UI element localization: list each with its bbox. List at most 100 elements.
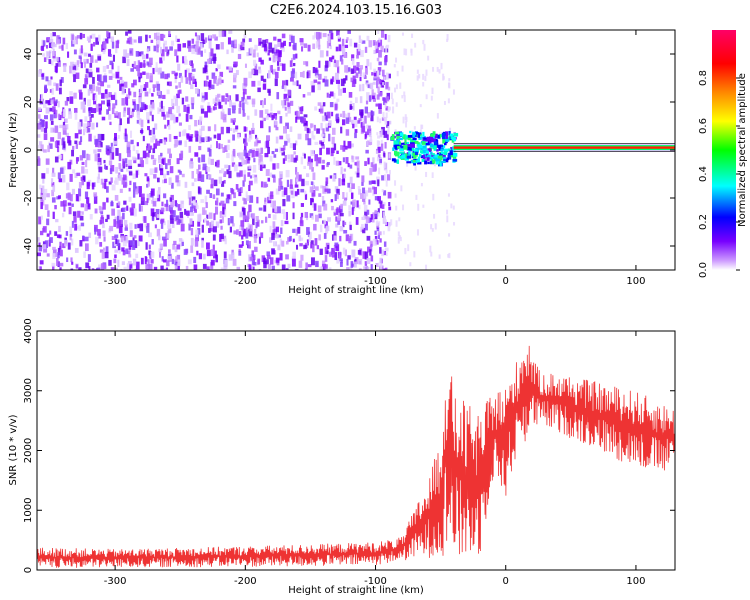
spectrogram-cell xyxy=(322,200,326,207)
spectrogram-cell xyxy=(223,179,226,184)
spectrogram-cell xyxy=(350,68,354,74)
spectrogram-cell xyxy=(277,244,281,251)
spectrogram-cell xyxy=(146,112,150,120)
spectrogram-cell xyxy=(351,80,356,88)
spectrogram-cell xyxy=(318,234,321,241)
spectrogram-cell xyxy=(76,172,81,177)
spectrogram-cell xyxy=(252,53,256,58)
spectrogram-cell xyxy=(135,261,140,270)
spectrogram-cell xyxy=(86,58,89,64)
spectrogram-cell xyxy=(127,149,131,158)
spectrogram-cell xyxy=(176,55,179,63)
spectrogram-cell xyxy=(124,224,128,228)
spectrogram-cell xyxy=(364,134,367,140)
spectrogram-cell xyxy=(377,40,380,48)
spectrogram-cell xyxy=(336,118,340,122)
spectrogram-cell xyxy=(302,70,305,78)
spectrogram-cell xyxy=(190,211,194,216)
colorbar-gradient xyxy=(712,30,736,270)
spectrogram-cell xyxy=(358,204,361,210)
spectrogram-cell xyxy=(306,227,310,235)
spectrogram-cell xyxy=(175,175,179,183)
spectrogram-cell xyxy=(387,34,391,43)
spectrogram-cell xyxy=(128,88,131,95)
spectrogram-cell xyxy=(139,107,143,112)
spectrogram-cell xyxy=(235,69,239,76)
spectrogram-cell xyxy=(362,198,366,202)
spectrogram-cell xyxy=(184,208,187,215)
spectrogram-cell xyxy=(200,108,205,114)
spectrogram-cell xyxy=(148,35,151,39)
spectrogram-cell xyxy=(321,266,325,270)
spectrogram-cell xyxy=(422,131,425,137)
spectrogram-cell xyxy=(146,176,150,182)
spectrogram-cell xyxy=(322,263,327,268)
spectrogram-cell xyxy=(448,131,451,136)
spectrogram-cell xyxy=(207,126,211,132)
spectrogram-cell xyxy=(221,95,225,102)
spectrogram-cell xyxy=(137,153,140,160)
spectrogram-cell xyxy=(85,243,89,252)
spectrogram-cell xyxy=(380,30,385,38)
chart-title: C2E6.2024.103.15.16.G03 xyxy=(270,3,442,18)
spectrogram-cell xyxy=(72,39,76,45)
spectrogram-cell xyxy=(221,79,224,84)
spectrogram-cell xyxy=(183,105,187,112)
spectrogram-cell xyxy=(226,95,230,101)
spectrogram-cell xyxy=(289,187,293,194)
spectrogram-cell xyxy=(47,36,50,41)
spectrogram-cell xyxy=(269,155,273,162)
spectrogram-cell xyxy=(210,224,214,232)
spectrogram-cell xyxy=(285,134,290,140)
spectrogram-cell xyxy=(325,60,329,68)
spectrogram-cell xyxy=(110,267,115,270)
spectrogram-cell xyxy=(345,39,348,43)
colorbar-label: Normalized spectral amplitude xyxy=(737,73,748,227)
spectrogram-cell xyxy=(417,161,422,165)
spectrogram-cell xyxy=(74,173,78,179)
spectrogram-cell xyxy=(61,174,66,183)
spectrogram-cell xyxy=(117,243,121,251)
spectrogram-cell xyxy=(353,42,358,48)
spectrogram-cell xyxy=(337,212,342,221)
spectrogram-cell xyxy=(318,32,322,39)
spectrogram-cell xyxy=(224,145,228,153)
spectrogram-cell xyxy=(177,169,181,173)
spectrogram-cell xyxy=(398,141,401,145)
spectrogram-cell xyxy=(395,84,398,90)
spectrogram-cell xyxy=(382,211,385,218)
spectrogram-cell xyxy=(112,103,116,109)
spectrogram-cell xyxy=(242,91,245,100)
spectrogram-cell xyxy=(114,216,119,225)
spectrogram-cell xyxy=(422,204,425,208)
spectrogram-cell xyxy=(364,75,367,79)
spectrogram-cell xyxy=(319,224,323,233)
spectrogram-cell xyxy=(122,158,125,167)
spectrogram-cell xyxy=(342,110,346,118)
spectrogram-cell xyxy=(185,210,190,216)
spectrogram-cell xyxy=(300,188,305,193)
spectrogram-cell xyxy=(69,65,72,74)
spectrogram-cell xyxy=(127,30,132,34)
spectrogram-cell xyxy=(185,77,189,84)
spectrogram-cell xyxy=(237,152,241,158)
spectrogram-cell xyxy=(279,135,284,140)
spectrogram-cell xyxy=(378,50,382,58)
spectrogram-cell xyxy=(49,230,52,235)
spectrogram-cell xyxy=(406,146,412,151)
spectrogram-cell xyxy=(277,110,281,115)
spectrogram-cell xyxy=(114,113,119,118)
spectrogram-cell xyxy=(136,142,139,147)
spectrogram-cell xyxy=(140,102,145,110)
spectrogram-cell xyxy=(76,226,80,230)
spectrogram-cell xyxy=(117,259,120,268)
spectrogram-cell xyxy=(173,240,177,246)
spectrogram-cell xyxy=(101,116,106,121)
spectrogram-cell xyxy=(74,223,78,231)
spectrogram-cell xyxy=(378,79,382,84)
spectrogram-cell xyxy=(70,257,73,263)
spectrogram-cell xyxy=(243,159,247,165)
spectrogram-cell xyxy=(83,123,88,129)
spectrogram-cell xyxy=(226,169,229,175)
spectrogram-cell xyxy=(398,144,402,148)
